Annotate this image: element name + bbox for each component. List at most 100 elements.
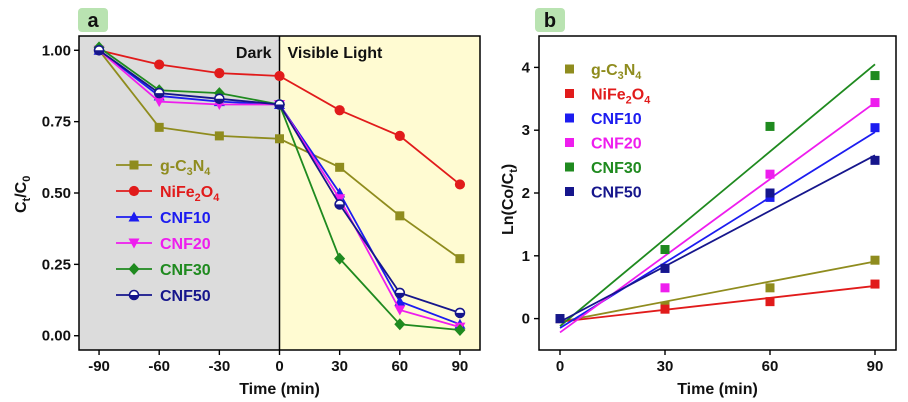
point-a-0-6 xyxy=(455,254,465,264)
legend-b-label-1: NiFe2O4 xyxy=(591,87,650,107)
x-tick-label-b-3: 90 xyxy=(867,358,884,375)
legend-b-label-0: g-C3N4 xyxy=(591,62,641,82)
legend-a-label-3: CNF20 xyxy=(160,236,211,253)
legend-b-marker-5 xyxy=(565,187,574,196)
legend-a-label-0-mid: N xyxy=(193,158,205,175)
x-axis-label-b: Time (min) xyxy=(677,381,758,398)
legend-a-label-4: CNF30 xyxy=(160,262,211,279)
point-a-5-5 xyxy=(394,287,406,299)
x-tick-label-b-2: 60 xyxy=(762,358,779,375)
point-b-5-1 xyxy=(660,263,670,273)
legend-b-label-5-main: CNF50 xyxy=(591,185,642,202)
fit-line-b-5 xyxy=(559,154,876,323)
panel-label-b-bg xyxy=(535,8,565,32)
point-a-0-2 xyxy=(214,131,224,141)
y-tick-label-a-3: 0.75 xyxy=(42,114,71,131)
legend-b-label-2: CNF10 xyxy=(591,111,642,128)
legend-b-label-1-sub2: 4 xyxy=(644,95,650,107)
fit-line-b-0 xyxy=(559,260,876,323)
x-tick-label-a-1: -60 xyxy=(148,358,170,375)
legend-a-marker-0 xyxy=(129,160,139,170)
point-a-1-2 xyxy=(214,68,225,79)
point-a-3-5 xyxy=(394,305,406,316)
point-b-1-2 xyxy=(765,297,775,307)
panel-label-a-bg xyxy=(78,8,108,32)
legend-a-label-1-main: NiFe xyxy=(160,184,195,201)
legend-b-label-2-main: CNF10 xyxy=(591,111,642,128)
point-b-0-3 xyxy=(870,255,880,265)
y-axis-label-b-end: ) xyxy=(500,164,517,169)
legend-b-label-1-mid: O xyxy=(632,87,644,104)
legend-a-label-0: g-C3N4 xyxy=(160,158,210,178)
point-b-5-3 xyxy=(870,155,880,165)
point-a-1-3 xyxy=(274,70,285,82)
point-b-5-2 xyxy=(765,188,775,198)
point-a-4-6 xyxy=(454,324,466,337)
x-tick-label-a-4: 30 xyxy=(331,358,348,375)
x-tick-label-a-2: -30 xyxy=(209,358,231,375)
legend-a-label-3-main: CNF20 xyxy=(160,236,211,253)
point-a-5-4-fill xyxy=(335,204,345,209)
point-b-1-3 xyxy=(870,279,880,289)
legend-b-marker-2 xyxy=(565,113,574,123)
y-tick-label-a-2: 0.50 xyxy=(42,185,71,202)
legend-a-label-1-sub1: 2 xyxy=(195,192,201,204)
point-a-5-6-fill xyxy=(455,312,465,318)
legend-b-label-0-main: g-C xyxy=(591,62,618,79)
fit-line-b-1 xyxy=(559,285,876,323)
legend-a-label-2: CNF10 xyxy=(160,210,211,227)
point-a-1-5 xyxy=(394,130,405,142)
y-tick-label-b-0: 0 xyxy=(522,311,530,328)
legend-a-marker-1 xyxy=(128,185,140,197)
y-tick-label-b-2: 2 xyxy=(522,185,530,202)
legend-b-label-0-sub1: 3 xyxy=(618,70,624,82)
panel-label-b: b xyxy=(544,10,556,32)
point-b-3-1 xyxy=(660,283,670,293)
x-tick-label-a-6: 90 xyxy=(452,358,469,375)
legend-a-marker-2 xyxy=(128,211,140,222)
y-axis-label-a-main: C xyxy=(13,201,30,213)
legend-b-label-4-main: CNF30 xyxy=(591,160,642,177)
point-a-1-4 xyxy=(334,105,345,116)
point-a-1-6 xyxy=(454,179,466,190)
legend-b-label-0-sub2: 4 xyxy=(635,70,641,82)
x-tick-label-a-5: 60 xyxy=(391,358,408,375)
y-tick-label-b-4: 4 xyxy=(522,59,531,76)
panel-a: Dark Visible Light-90 -60 -30 0 30 60 900.000.2… xyxy=(13,8,481,398)
y-tick-label-a-0: 0.00 xyxy=(42,328,71,345)
point-a-5-2 xyxy=(214,93,225,105)
point-a-0-4 xyxy=(335,162,345,172)
y-tick-label-b-1: 1 xyxy=(522,248,530,265)
legend-a-label-0-sub1: 3 xyxy=(187,166,193,178)
y-axis-label-b-main: Ln(Co/C xyxy=(500,172,517,235)
y-axis-label-a: Ct/C0 xyxy=(13,176,33,213)
legend-a-label-0-main: g-C xyxy=(160,158,187,175)
fit-line-b-2 xyxy=(559,131,876,329)
legend-b-marker-4 xyxy=(565,162,574,172)
point-a-5-0 xyxy=(93,44,105,56)
legend-a-marker-5 xyxy=(128,289,140,301)
legend-b-marker-1 xyxy=(565,89,574,98)
point-b-4-3 xyxy=(870,71,880,81)
point-a-4-4 xyxy=(334,252,346,265)
y-axis-label-b: Ln(Co/Ct) xyxy=(500,164,520,235)
region-0 xyxy=(79,36,280,350)
point-a-5-5-fill xyxy=(395,292,405,298)
y-tick-label-a-1: 0.25 xyxy=(42,256,71,273)
point-a-5-1-fill xyxy=(154,93,164,98)
y-axis-label-a-sub2: 0 xyxy=(21,176,33,182)
point-a-5-2-fill xyxy=(214,98,224,104)
legend-a-marker-4 xyxy=(128,263,140,275)
legend-b-marker-3 xyxy=(565,138,574,147)
point-a-5-3-fill xyxy=(275,104,284,110)
point-b-2-3 xyxy=(870,123,880,133)
legend-b-label-5: CNF50 xyxy=(591,185,642,202)
x-tick-label-b-1: 30 xyxy=(657,358,674,375)
legend-a-label-1: NiFe2O4 xyxy=(160,184,219,204)
point-b-5-0 xyxy=(555,314,565,324)
fit-line-b-4 xyxy=(559,63,876,327)
region-label-1: Visible Light xyxy=(288,45,384,62)
x-tick-label-a-3: 0 xyxy=(275,358,283,375)
point-b-4-2 xyxy=(765,121,775,131)
